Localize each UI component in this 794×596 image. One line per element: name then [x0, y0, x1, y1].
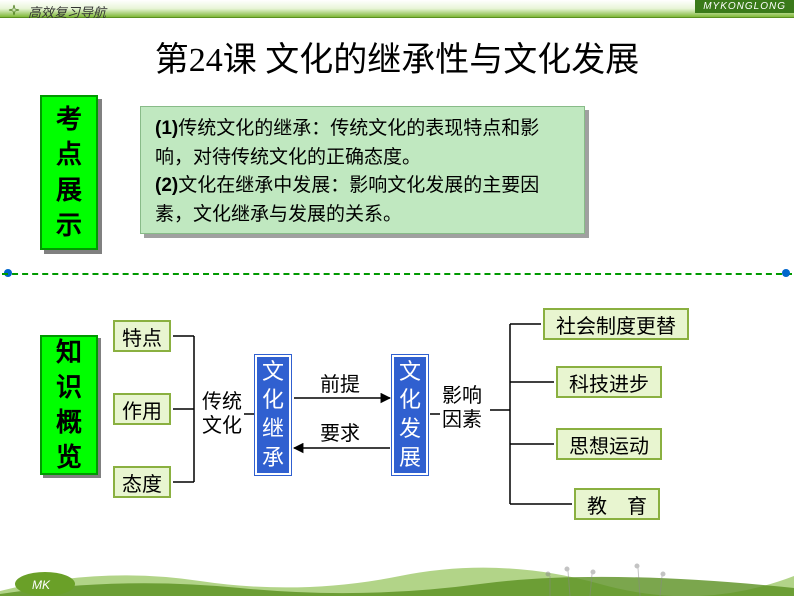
char: 点: [56, 137, 82, 172]
node-kjjb: 科技进步: [556, 366, 662, 398]
label-qianti: 前提: [320, 373, 360, 397]
nav-label: 高效复习导航: [28, 2, 106, 21]
char: 览: [56, 440, 82, 475]
txt: 文化: [202, 414, 242, 438]
content-line-1: (1)传统文化的继承：传统文化的表现特点和影响，对待传统文化的正确态度。: [155, 115, 570, 172]
node-taidu: 态度: [113, 466, 171, 498]
char: 发: [399, 415, 421, 444]
char: 考: [56, 102, 82, 137]
exam-points-label: 考 点 展 示: [40, 95, 98, 250]
content-line-2: (2)文化在继承中发展：影响文化发展的主要因素，文化继承与发展的关系。: [155, 172, 570, 229]
char: 概: [56, 405, 82, 440]
node-whjc: 文 化 继 承: [255, 355, 291, 475]
num: (1): [155, 118, 178, 139]
node-sxyd: 思想运动: [556, 428, 662, 460]
char: 继: [262, 415, 284, 444]
svg-text:MK: MK: [32, 578, 51, 592]
node-jy: 教 育: [574, 488, 660, 520]
label-ctwh: 传统 文化: [202, 390, 242, 438]
node-tedian: 特点: [113, 320, 171, 352]
txt: 传统: [202, 390, 242, 414]
char: 识: [56, 370, 82, 405]
label-yaoqiu: 要求: [320, 422, 360, 446]
char: 承: [262, 444, 284, 473]
char: 化: [262, 386, 284, 415]
txt: 传统文化的继承：传统文化的表现特点和影响，对待传统文化的正确态度。: [155, 118, 539, 168]
char: 展: [56, 173, 82, 208]
char: 文: [399, 358, 421, 387]
node-whfz: 文 化 发 展: [392, 355, 428, 475]
num: (2): [155, 175, 178, 196]
char: 知: [56, 335, 82, 370]
brand-tag: MYKONGLONG: [695, 0, 794, 13]
char: 文: [262, 358, 284, 387]
char: 示: [56, 208, 82, 243]
star-icon: [8, 4, 20, 16]
content-box: (1)传统文化的继承：传统文化的表现特点和影响，对待传统文化的正确态度。 (2)…: [140, 106, 585, 234]
txt: 因素: [442, 408, 482, 432]
char: 展: [399, 444, 421, 473]
footer-decoration: MK: [0, 546, 794, 596]
node-zuoyong: 作用: [113, 393, 171, 425]
dot-icon: [782, 269, 790, 277]
top-bar: 高效复习导航 MYKONGLONG: [0, 0, 794, 18]
divider: [2, 273, 792, 275]
connectors: [0, 0, 794, 596]
knowledge-overview-label: 知 识 概 览: [40, 335, 98, 475]
node-shzd: 社会制度更替: [543, 308, 689, 340]
txt: 影响: [442, 384, 482, 408]
label-yxys: 影响 因素: [442, 384, 482, 432]
page-title: 第24课 文化的继承性与文化发展: [0, 32, 794, 81]
txt: 文化在继承中发展：影响文化发展的主要因素，文化继承与发展的关系。: [155, 175, 539, 225]
char: 化: [399, 386, 421, 415]
